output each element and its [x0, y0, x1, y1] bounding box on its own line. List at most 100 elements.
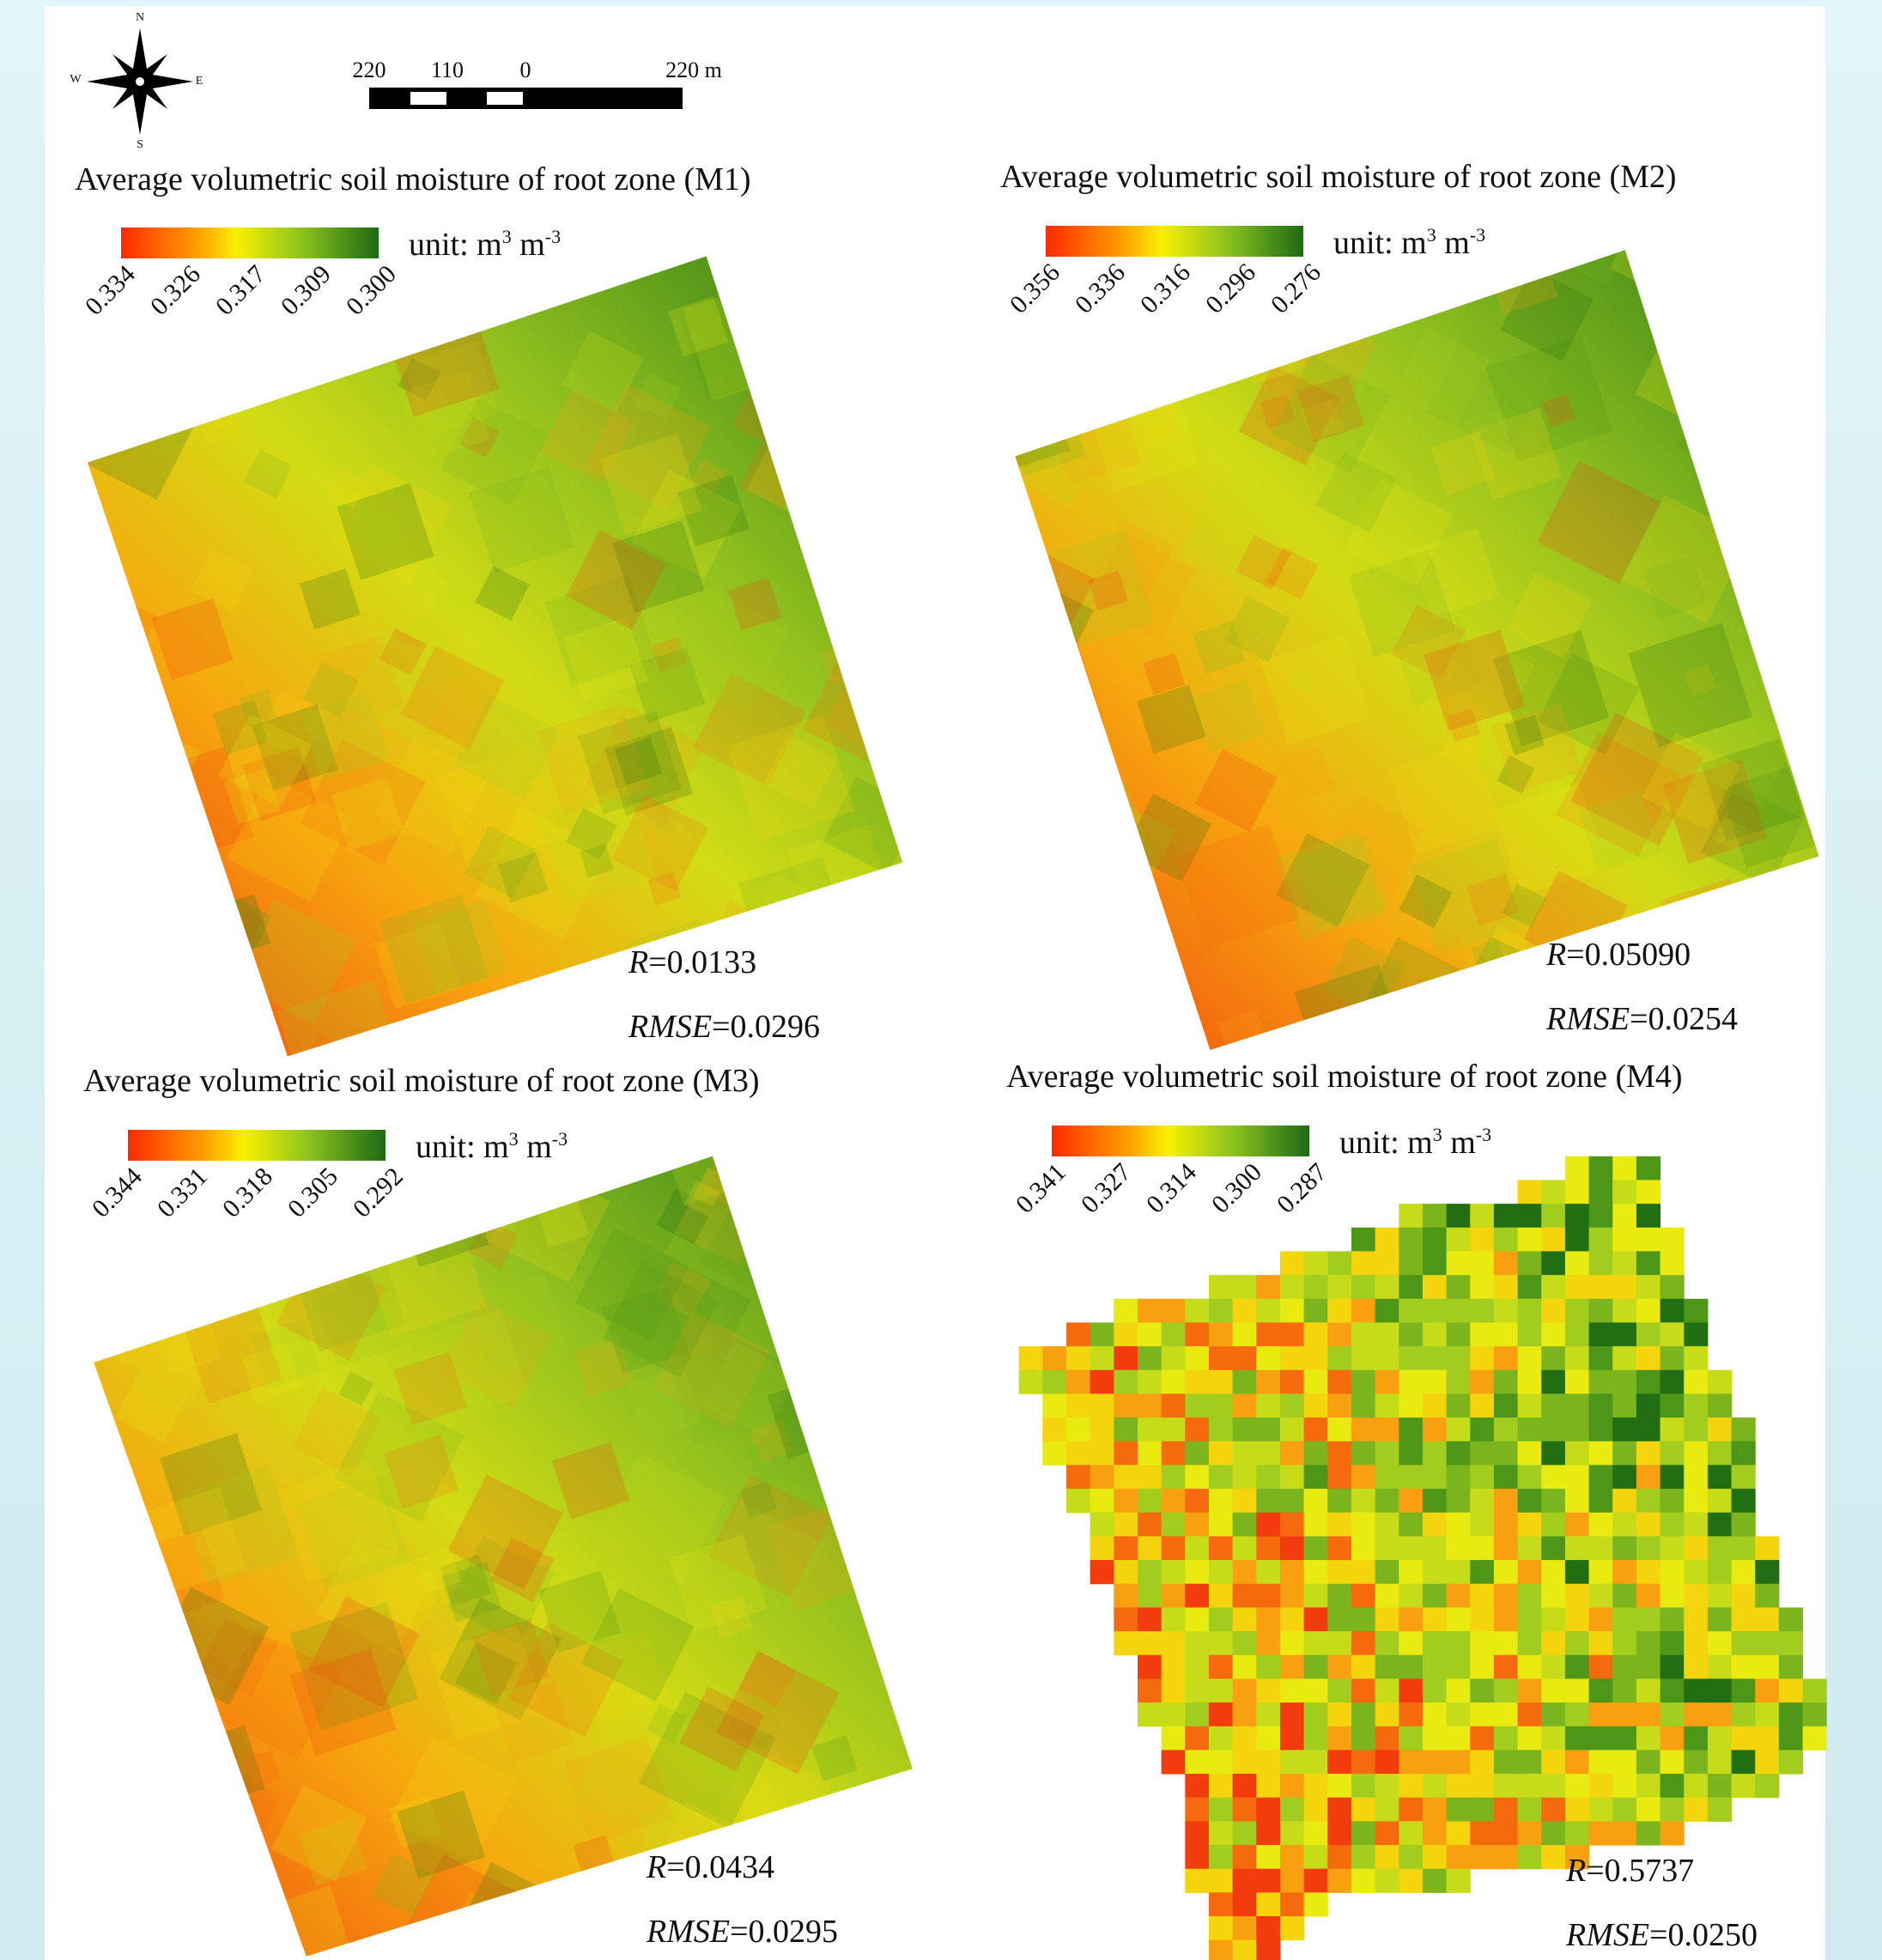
map-cell [1494, 1821, 1518, 1845]
map-cell [1755, 1584, 1779, 1608]
map-cell [1636, 1322, 1660, 1346]
map-cell [1565, 1275, 1589, 1299]
map-cell [1708, 1513, 1732, 1537]
map-cell [1399, 1678, 1423, 1702]
map-cell [1304, 1251, 1328, 1275]
map-cell [1447, 1750, 1471, 1774]
map-cell [1304, 1489, 1328, 1513]
map-cell [1636, 1774, 1660, 1798]
map-cell [1565, 1798, 1589, 1822]
map-cell [1684, 1702, 1708, 1726]
map-cell [1162, 1417, 1186, 1441]
map-cell [1518, 1536, 1542, 1560]
unit-text: m [512, 227, 545, 263]
map-cell [1684, 1774, 1708, 1798]
map-cell [1708, 1798, 1732, 1822]
map-cell [1612, 1607, 1636, 1631]
map-cell [1375, 1489, 1399, 1513]
map-cell [1494, 1560, 1518, 1584]
map-cell [1684, 1607, 1708, 1631]
map-cell [1209, 1346, 1233, 1370]
legend-ramp [121, 228, 379, 258]
map-cell [1423, 1631, 1447, 1655]
map-cell [1042, 1370, 1066, 1394]
map-cell [1185, 1607, 1209, 1631]
map-cell [1351, 1798, 1375, 1822]
map-cell [1589, 1750, 1613, 1774]
map-cell [1589, 1655, 1613, 1679]
map-cell [1351, 1536, 1375, 1560]
map-cell [1803, 1678, 1827, 1702]
map-cell [1589, 1156, 1613, 1180]
map-cell [1351, 1465, 1375, 1489]
map-cell [1732, 1560, 1756, 1584]
map-cell [1732, 1513, 1756, 1537]
map-cell [1423, 1251, 1447, 1275]
map-cell [1019, 1370, 1043, 1394]
map-cell [1090, 1536, 1114, 1560]
map-cell [1399, 1869, 1423, 1893]
map-cell [1280, 1560, 1304, 1584]
map-cell [1589, 1299, 1613, 1323]
map-cell [1589, 1489, 1613, 1513]
map-cell [1375, 1346, 1399, 1370]
map-cell [1304, 1441, 1328, 1465]
legend-unit: unit: m3 m-3 [409, 226, 561, 263]
map-cell [1684, 1346, 1708, 1370]
map-cell [1541, 1465, 1565, 1489]
map-cell [1304, 1299, 1328, 1323]
map-cell [1162, 1584, 1186, 1608]
map-cell [1162, 1655, 1186, 1679]
map-cell [1447, 1702, 1471, 1726]
map-cell [1351, 1489, 1375, 1513]
map-cell [1518, 1774, 1542, 1798]
map-cell [1494, 1441, 1518, 1465]
map-cell [1541, 1536, 1565, 1560]
map-cell [1399, 1750, 1423, 1774]
map-cell [1755, 1702, 1779, 1726]
map-cell [1280, 1916, 1304, 1940]
map-cell [1636, 1536, 1660, 1560]
stat-value: =0.0133 [648, 944, 756, 980]
map-cell [1494, 1655, 1518, 1679]
map-cell [1732, 1774, 1756, 1798]
map-cell [1423, 1322, 1447, 1346]
map-cell [1732, 1655, 1756, 1679]
map-cell [1399, 1251, 1423, 1275]
map-cell [1114, 1322, 1138, 1346]
map-cell [1162, 1702, 1186, 1726]
map-cell [1447, 1275, 1471, 1299]
map-cell [1185, 1560, 1209, 1584]
map-cell [1209, 1441, 1233, 1465]
map-cell [1138, 1417, 1162, 1441]
map-cell [1351, 1726, 1375, 1751]
map-cell [1090, 1346, 1114, 1370]
map-cell [1185, 1584, 1209, 1608]
map-cell [1185, 1798, 1209, 1822]
map-cell [1256, 1441, 1280, 1465]
map-cell [1042, 1417, 1066, 1441]
map-cell [1708, 1393, 1732, 1417]
map-cell [1185, 1441, 1209, 1465]
stat-value: =0.5737 [1586, 1853, 1694, 1889]
map-cell [1589, 1678, 1613, 1702]
map-cell [1470, 1489, 1494, 1513]
map-cell [1375, 1798, 1399, 1822]
stat-name: R [1565, 1853, 1586, 1889]
map-cell [1399, 1370, 1423, 1394]
map-cell [1351, 1821, 1375, 1845]
map-cell [1066, 1370, 1090, 1394]
map-cell [1684, 1536, 1708, 1560]
map-cell [1256, 1821, 1280, 1845]
map-cell [1162, 1370, 1186, 1394]
map-cell [1447, 1821, 1471, 1845]
map-cell [1660, 1607, 1685, 1631]
map-cell [1304, 1513, 1328, 1537]
map-cell [1375, 1750, 1399, 1774]
map-cell [1209, 1584, 1233, 1608]
map-cell [1066, 1465, 1090, 1489]
map-cell [1447, 1393, 1471, 1417]
map-cell [1565, 1370, 1589, 1394]
map-cell [1233, 1678, 1257, 1702]
map-cell [1636, 1607, 1660, 1631]
